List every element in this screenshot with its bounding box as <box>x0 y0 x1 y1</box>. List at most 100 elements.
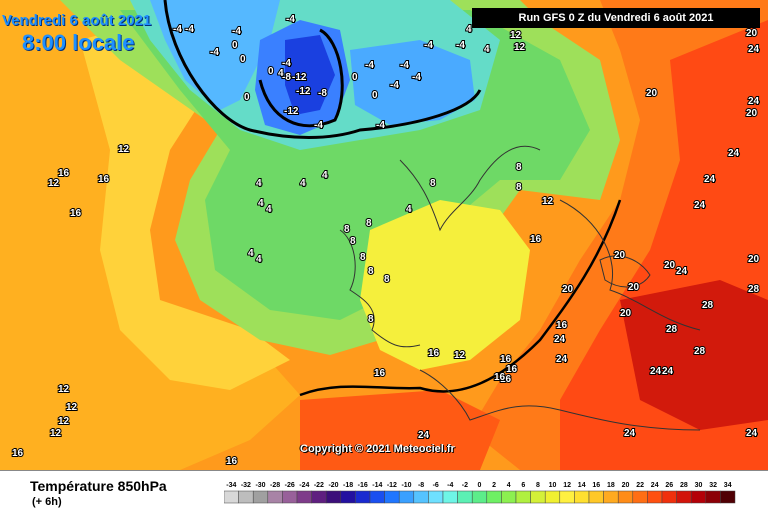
iso-label: -4 <box>365 60 374 71</box>
scale-tick-label: 22 <box>636 482 644 489</box>
coastline-west-europe <box>339 229 421 348</box>
scale-swatch <box>457 490 473 504</box>
iso-label: 12 <box>48 178 60 189</box>
zone-blue-barents <box>350 40 475 125</box>
iso-label: 12 <box>510 30 522 41</box>
scale-swatch <box>384 490 400 504</box>
iso-label: 12 <box>58 416 70 427</box>
iso-label: -4 <box>314 120 323 131</box>
scale-swatch <box>325 490 342 504</box>
iso-label: 4 <box>258 198 264 209</box>
iso-label: 12 <box>66 402 78 413</box>
iso-label: 16 <box>58 168 70 179</box>
iso-label: 8 <box>516 162 522 173</box>
scale-tick-label: 20 <box>622 482 630 489</box>
scale-tick-label: 28 <box>680 482 688 489</box>
iso-label: 24 <box>748 44 760 55</box>
scale-swatch <box>355 490 371 504</box>
scale-tick-label: 0 <box>478 482 482 489</box>
iso-label: 16 <box>226 456 238 467</box>
iso-label: 8 <box>516 182 522 193</box>
scale-tick-label: -20 <box>328 482 338 489</box>
iso-label: 28 <box>748 284 760 295</box>
zone-darkred-core <box>620 280 768 430</box>
iso-label: 28 <box>666 324 678 335</box>
scale-swatch <box>501 490 517 504</box>
scale-tick-label: -6 <box>433 482 439 489</box>
iso-label: 12 <box>514 42 526 53</box>
scale-swatch <box>530 490 546 504</box>
scale-swatch <box>661 490 677 504</box>
iso-label: -4 <box>185 24 194 35</box>
scale-swatch <box>471 490 488 504</box>
iso-label: 4 <box>266 204 272 215</box>
iso-label: 4 <box>248 248 254 259</box>
iso-label: 24 <box>556 354 568 365</box>
forecast-date: Vendredi 6 août 2021 <box>2 12 152 29</box>
iso-label: 0 <box>352 72 358 83</box>
iso-label: 24 <box>728 148 740 159</box>
iso-label: 8 <box>368 314 374 325</box>
iso-label: 12 <box>58 384 70 395</box>
zone-blue-nw <box>150 0 280 110</box>
scale-tick-label: 18 <box>607 482 615 489</box>
scale-tick-label: -32 <box>241 482 251 489</box>
iso-label: -4 <box>232 26 241 37</box>
iso-label: 24 <box>650 366 662 377</box>
iso-label: -4 <box>412 72 421 83</box>
map-canvas: -4 -4 0 0 0 0 -4 -4 -4 -4 0 0 -8 -12 -12… <box>0 0 768 470</box>
scale-tick-label: -26 <box>285 482 295 489</box>
iso-label: 12 <box>454 350 466 361</box>
scale-swatch <box>340 490 356 504</box>
scale-swatch <box>690 490 707 504</box>
scale-tick-label: -12 <box>387 482 397 489</box>
scale-swatch <box>267 490 283 504</box>
scale-tick-label: 6 <box>521 482 525 489</box>
iso-label: 4 <box>466 24 472 35</box>
scale-swatch <box>676 490 692 504</box>
iso-label: -12 <box>296 86 311 97</box>
legend-bar: Température 850hPa (+ 6h) -34 -32 -30 -28 -2… <box>0 470 768 513</box>
temperature-map: -4 -4 0 0 0 0 -4 -4 -4 -4 0 0 -8 -12 -12… <box>0 0 768 470</box>
variable-name: Température 850hPa <box>30 478 167 494</box>
iso-label: 28 <box>702 300 714 311</box>
iso-label: 16 <box>500 354 512 365</box>
scale-tick-label: -22 <box>314 482 324 489</box>
scale-tick-label: 4 <box>507 482 511 489</box>
iso-label: 12 <box>50 428 62 439</box>
iso-label: 0 <box>268 66 274 77</box>
iso-label: -12 <box>292 72 307 83</box>
iso-label: -4 <box>286 14 295 25</box>
scale-tick-label: -4 <box>447 482 453 489</box>
iso-label: 12 <box>118 144 130 155</box>
scale-tick-label: -10 <box>401 482 411 489</box>
scale-swatch <box>588 490 604 504</box>
scale-swatch <box>617 490 634 504</box>
scale-tick-label: 26 <box>665 482 673 489</box>
iso-label: 8 <box>350 236 356 247</box>
scale-tick-label: -8 <box>418 482 424 489</box>
forecast-step: (+ 6h) <box>32 496 62 508</box>
iso-label: 8 <box>366 218 372 229</box>
scale-tick-label: -14 <box>372 482 382 489</box>
isotherm-cold-core-line <box>258 28 344 128</box>
iso-label: 4 <box>406 204 412 215</box>
coastline-scandinavia <box>399 145 541 232</box>
iso-label: -4 <box>456 40 465 51</box>
iso-label: 0 <box>244 92 250 103</box>
iso-label: -12 <box>284 106 299 117</box>
iso-label: 4 <box>256 178 262 189</box>
iso-label: 0 <box>232 40 238 51</box>
iso-label: 16 <box>12 448 24 459</box>
iso-label: 20 <box>562 284 574 295</box>
scale-swatch <box>559 490 575 504</box>
iso-label: 8 <box>360 252 366 263</box>
scale-tick-label: 2 <box>492 482 496 489</box>
scale-swatch <box>705 490 721 504</box>
scale-tick-label: 14 <box>578 482 586 489</box>
scale-swatch <box>224 490 239 504</box>
scale-swatch <box>647 490 663 504</box>
iso-label: 16 <box>374 368 386 379</box>
coastline-mediterranean <box>419 369 701 431</box>
iso-label: 16 <box>70 208 82 219</box>
